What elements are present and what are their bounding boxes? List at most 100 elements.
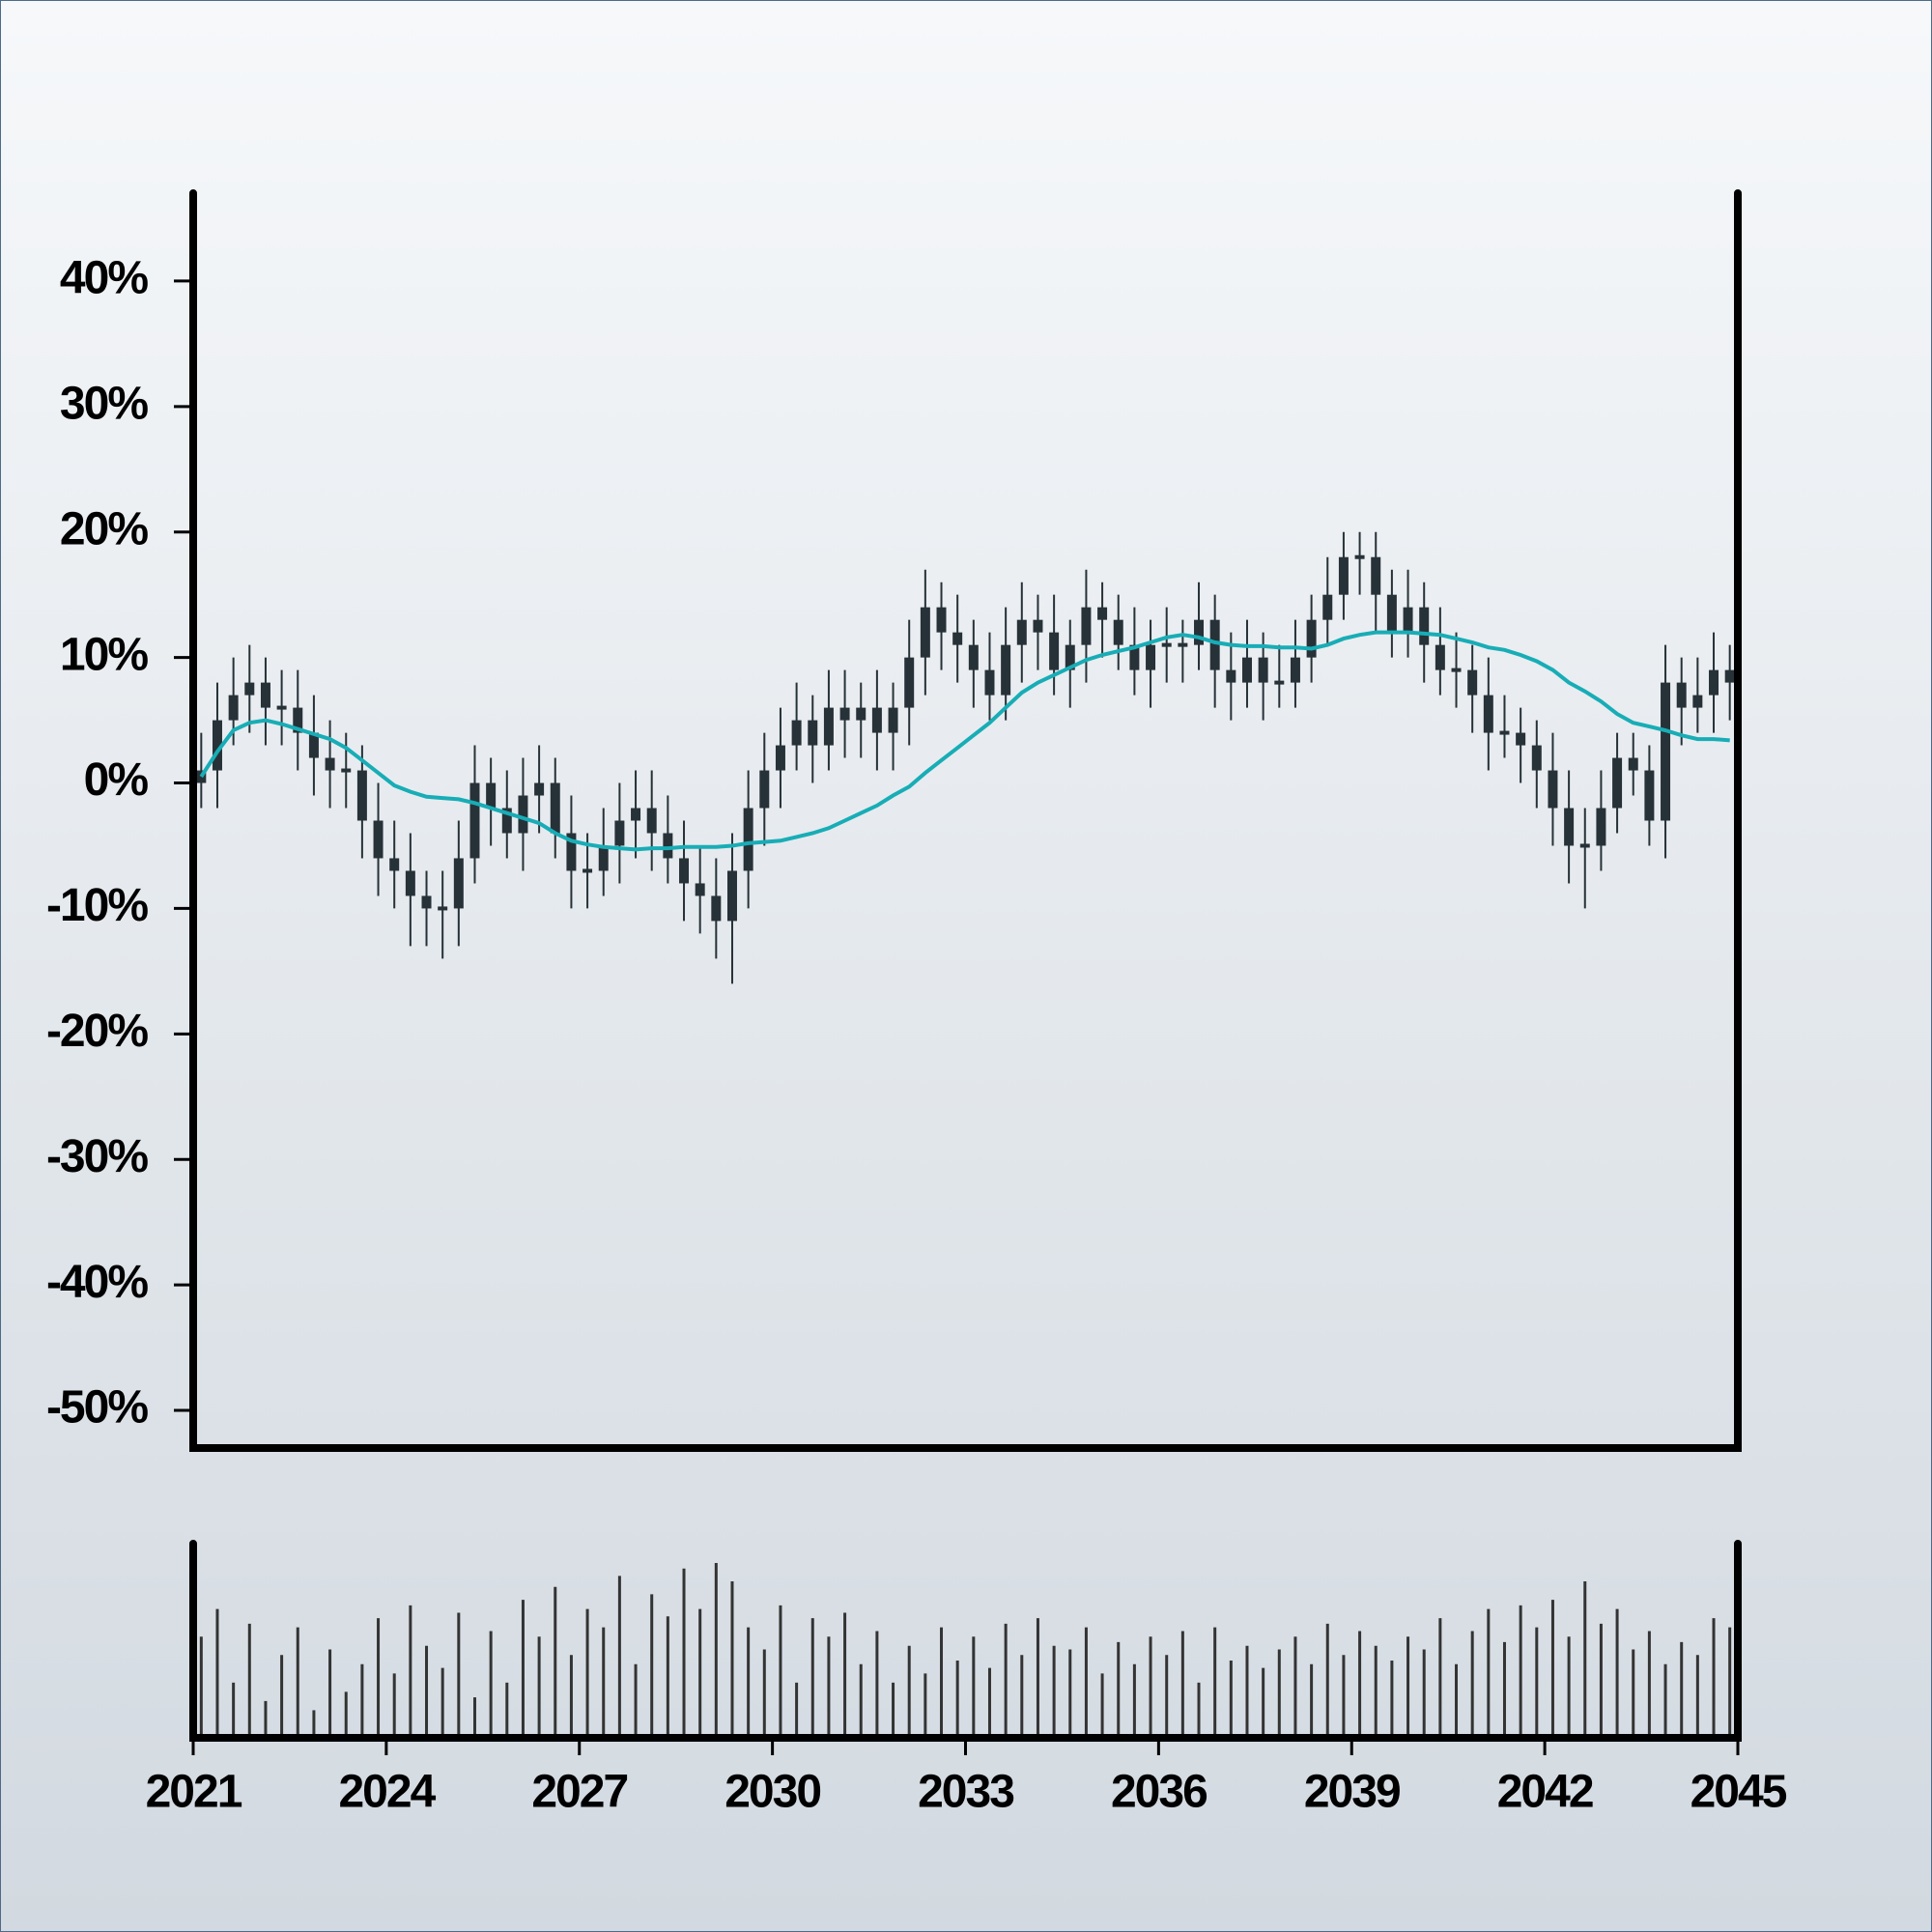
candle-body: [1146, 644, 1156, 670]
y-tick-label: -50%: [46, 1382, 148, 1434]
candle-body: [518, 795, 528, 834]
candle-body: [1033, 619, 1043, 633]
x-tick-label: 2042: [1497, 1767, 1593, 1818]
x-tick-label: 2024: [338, 1767, 436, 1818]
y-tick-label: 40%: [60, 253, 148, 304]
candle-body: [1548, 770, 1558, 809]
y-tick-label: 0%: [84, 754, 149, 806]
candle-body: [726, 870, 737, 922]
volume-axes: [189, 1540, 1742, 1742]
candle-body: [1386, 594, 1397, 633]
candle-body: [438, 906, 448, 911]
candle-body: [646, 808, 657, 834]
candle-body: [1676, 682, 1687, 708]
candle-body: [453, 858, 464, 909]
candle-body: [356, 770, 367, 821]
candle-body: [1129, 644, 1140, 670]
candle-body: [1371, 556, 1381, 595]
candle-body: [759, 770, 770, 809]
candle-body: [1178, 642, 1188, 647]
candle-body: [1724, 669, 1735, 683]
candle-body: [1419, 607, 1430, 645]
candle-body: [1579, 843, 1590, 848]
candle-body: [663, 833, 673, 859]
candle-body: [1258, 657, 1268, 683]
candle-body: [1322, 594, 1333, 620]
candle-body: [1306, 619, 1317, 658]
candle-body: [839, 707, 850, 721]
y-tick-label: -20%: [46, 1006, 148, 1057]
candle-body: [1241, 657, 1252, 683]
candle-body: [1709, 669, 1719, 696]
moving-average: [199, 630, 1730, 852]
candle-body: [1194, 619, 1205, 645]
candle-body: [598, 845, 609, 871]
candle-body: [1644, 770, 1655, 821]
y-tick-label: 30%: [60, 379, 148, 430]
candle-body: [341, 768, 352, 773]
x-tick-label: 2036: [1111, 1767, 1207, 1818]
candle-body: [405, 870, 415, 896]
candle-body: [1290, 657, 1300, 683]
candle-body: [501, 808, 512, 834]
candle-body: [791, 720, 802, 746]
candle-body: [1628, 757, 1638, 771]
candle-body: [1516, 732, 1526, 746]
x-tick-label: 2021: [146, 1767, 242, 1818]
candle-body: [1065, 644, 1075, 670]
candle-body: [212, 720, 222, 771]
candle-body: [920, 607, 930, 658]
candle-body: [1354, 554, 1365, 559]
candle-body: [534, 782, 545, 796]
candle-body: [389, 858, 400, 871]
candle-body: [775, 745, 785, 771]
candle-body: [1467, 669, 1478, 696]
candle-body: [228, 695, 239, 721]
candle-body: [1612, 757, 1623, 809]
candle-body: [695, 883, 705, 896]
y-tick-label: -30%: [46, 1131, 148, 1182]
y-tick-label: 10%: [60, 629, 148, 680]
y-tick-label: 20%: [60, 503, 148, 554]
x-tick-label: 2045: [1690, 1767, 1787, 1818]
candle-body: [260, 682, 270, 708]
candle-body: [196, 770, 207, 783]
candle-body: [1435, 644, 1445, 670]
candle-body: [711, 895, 722, 922]
main-axes: [189, 189, 1742, 1452]
candle-body: [293, 707, 303, 733]
candle-body: [1016, 619, 1027, 645]
candle-body: [808, 720, 818, 746]
candle-body: [1483, 695, 1493, 733]
x-tick-label: 2039: [1304, 1767, 1400, 1818]
candle-body: [1661, 682, 1671, 821]
candle-body: [856, 707, 867, 721]
candle-body: [1564, 808, 1575, 846]
candle-body: [1209, 619, 1220, 670]
candle-body: [566, 833, 577, 871]
candle-body: [1451, 668, 1462, 672]
candle-body: [679, 858, 690, 884]
candle-body: [631, 808, 641, 821]
candle-body: [469, 782, 480, 859]
candle-body: [1049, 632, 1060, 670]
candle-body: [952, 632, 963, 645]
candle-body: [1226, 669, 1236, 683]
candle-body: [1692, 695, 1703, 708]
candle-body: [743, 808, 753, 871]
plot: -50% -40% -30% -20% -10% 0% 10% 20% 30% 40% 2021 20…: [46, 189, 1789, 1818]
candle-body: [1499, 730, 1510, 735]
y-tick-label: -10%: [46, 880, 148, 931]
candle-body: [968, 644, 979, 670]
x-tick-label: 2027: [531, 1767, 627, 1818]
candle-body: [308, 732, 319, 758]
y-tick-label: -40%: [46, 1257, 148, 1308]
candle-body: [984, 669, 995, 696]
candle-body: [1596, 808, 1606, 846]
candle-body: [421, 895, 432, 909]
candle-body: [373, 820, 384, 859]
candle-body: [1531, 745, 1542, 771]
candle-body: [276, 705, 287, 710]
